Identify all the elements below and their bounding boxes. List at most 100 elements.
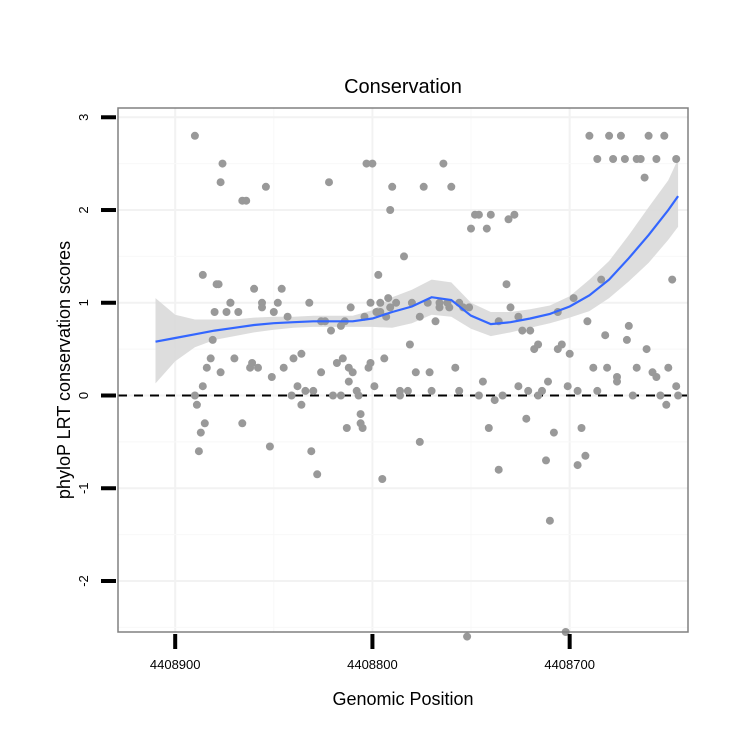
data-point [419,182,428,191]
data-point [601,331,610,340]
data-point [301,386,310,395]
confidence-ribbon [155,159,679,384]
data-point [216,178,225,187]
data-point [459,303,468,312]
data-point [504,215,513,224]
data-point [577,424,586,432]
data-point [613,377,621,386]
data-point [277,284,286,293]
data-point [624,321,633,330]
y-tick-label: 1 [76,299,91,306]
x-axis-label: Genomic Position [332,689,473,709]
data-point [620,155,629,163]
data-point [506,303,515,312]
data-point [565,349,574,358]
data-points [190,131,683,641]
data-point [234,308,243,316]
data-point [386,303,395,312]
data-point [297,400,306,409]
y-tick-label: -2 [76,575,91,587]
data-point [510,210,519,219]
loess-smooth-line [155,195,679,343]
data-point [289,354,298,363]
y-axis-label: phyloP LRT conservation scores [54,241,74,499]
plot-panel [118,108,688,632]
y-tick-label: 3 [76,114,91,121]
data-point [534,340,543,349]
data-point [589,363,598,372]
data-point [593,155,602,163]
data-point [356,419,365,428]
y-tick-label: -1 [76,482,91,494]
data-point [549,428,558,437]
data-point [563,382,572,391]
data-point [573,386,582,395]
data-point [484,424,493,432]
data-point [218,159,227,168]
data-point [431,317,440,326]
data-point [198,270,207,279]
data-point [206,354,215,363]
data-point [585,131,594,140]
data-point [214,280,223,289]
data-point [672,155,681,163]
data-point [514,382,523,391]
data-point [662,400,671,409]
data-point [376,308,385,316]
data-point [313,470,322,479]
data-point [261,182,270,191]
y-tick-label: 0 [76,392,91,399]
data-point [597,275,606,284]
data-point [196,428,205,437]
data-point [386,206,395,214]
data-point [297,349,306,358]
data-point [581,451,590,460]
data-point [273,298,282,307]
data-point [478,377,487,386]
data-point [482,224,491,233]
data-point [463,632,472,641]
data-point [226,298,235,307]
data-point [583,317,592,326]
y-tick-label: 2 [76,206,91,213]
data-point [447,182,456,191]
data-point [415,437,424,446]
data-point [668,275,677,284]
data-point [603,363,612,372]
data-point [656,391,665,400]
panel-border [117,107,689,633]
data-point [192,400,201,409]
data-point [644,131,653,140]
data-point [190,131,199,140]
data-point [474,210,483,219]
data-point [208,335,217,344]
data-point [490,396,499,405]
data-point [354,391,363,400]
data-point [632,363,641,372]
data-point [238,419,247,428]
data-point [486,210,495,219]
data-point [190,391,199,400]
data-point [325,178,333,187]
chart-title: Conservation [344,76,462,98]
data-point [542,456,550,465]
data-point [279,363,288,372]
data-point [522,414,531,423]
data-point [338,354,347,363]
data-point [336,391,345,400]
data-point [494,465,503,474]
data-point [451,363,460,372]
data-point [210,308,219,316]
data-point [362,159,371,168]
x-tick-label: 4408700 [544,657,595,672]
data-point [502,280,511,289]
data-point [269,308,278,316]
x-tick-label: 4408900 [150,657,201,672]
data-point [309,386,318,395]
data-point [609,155,618,163]
data-point [672,382,681,391]
data-point [396,386,404,395]
data-point [405,340,414,349]
data-point [248,359,257,367]
